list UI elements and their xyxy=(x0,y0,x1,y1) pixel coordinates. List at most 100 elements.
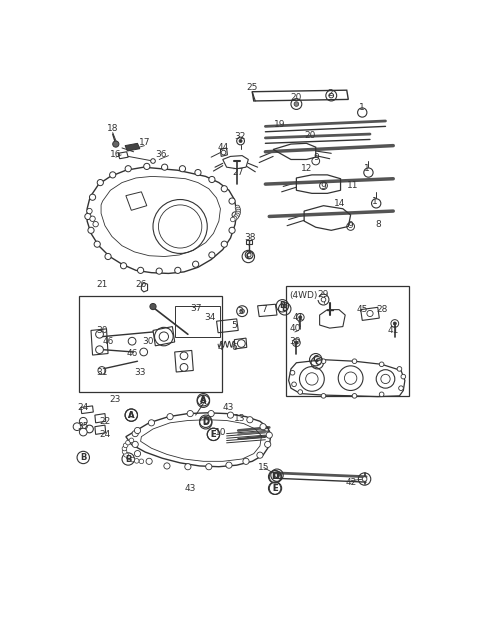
Text: 27: 27 xyxy=(233,168,244,177)
Text: 24: 24 xyxy=(99,430,110,439)
Text: 13: 13 xyxy=(234,415,246,424)
Circle shape xyxy=(321,297,326,302)
Circle shape xyxy=(298,390,302,394)
Circle shape xyxy=(134,427,141,434)
Text: 1: 1 xyxy=(372,197,378,205)
Circle shape xyxy=(109,172,116,178)
Circle shape xyxy=(156,268,162,274)
Circle shape xyxy=(243,459,249,464)
Circle shape xyxy=(180,352,188,360)
Text: 35: 35 xyxy=(77,422,89,431)
Text: D: D xyxy=(272,472,279,481)
Circle shape xyxy=(137,267,144,273)
Text: 45: 45 xyxy=(357,305,368,314)
Circle shape xyxy=(113,141,119,147)
Circle shape xyxy=(144,163,150,169)
Circle shape xyxy=(195,169,201,176)
Circle shape xyxy=(329,93,334,98)
Text: 30: 30 xyxy=(96,326,108,335)
Circle shape xyxy=(126,440,131,445)
Bar xyxy=(286,286,409,396)
Circle shape xyxy=(79,428,87,436)
Text: C: C xyxy=(314,358,320,367)
Text: 36: 36 xyxy=(156,149,167,158)
Text: 7: 7 xyxy=(261,305,267,314)
Circle shape xyxy=(128,337,136,345)
Text: 4: 4 xyxy=(217,343,223,352)
Circle shape xyxy=(98,366,106,375)
Text: 26: 26 xyxy=(136,280,147,289)
Circle shape xyxy=(162,164,168,170)
Circle shape xyxy=(352,359,357,364)
Circle shape xyxy=(175,267,181,273)
Text: C: C xyxy=(312,355,319,364)
Circle shape xyxy=(299,316,302,319)
Text: 41: 41 xyxy=(387,326,399,335)
Circle shape xyxy=(87,209,92,214)
Circle shape xyxy=(132,431,138,437)
Circle shape xyxy=(290,370,295,375)
Text: (4WD): (4WD) xyxy=(289,291,318,300)
Text: 42: 42 xyxy=(346,478,357,487)
Text: 9: 9 xyxy=(321,182,326,191)
Circle shape xyxy=(236,207,240,212)
Circle shape xyxy=(89,194,96,200)
Text: 9: 9 xyxy=(348,221,353,230)
Text: 38: 38 xyxy=(244,233,256,242)
Circle shape xyxy=(185,464,191,470)
Text: 29: 29 xyxy=(318,290,329,299)
Text: B: B xyxy=(125,455,132,464)
Text: E: E xyxy=(272,484,277,493)
Circle shape xyxy=(221,186,228,192)
Circle shape xyxy=(79,417,87,425)
Circle shape xyxy=(140,348,147,356)
Circle shape xyxy=(257,452,263,459)
Text: 2: 2 xyxy=(327,89,333,98)
Circle shape xyxy=(139,459,144,464)
Text: 1: 1 xyxy=(364,164,370,173)
Text: D: D xyxy=(202,417,209,425)
Circle shape xyxy=(229,227,235,233)
Text: 11: 11 xyxy=(347,181,359,190)
Circle shape xyxy=(232,212,238,218)
Circle shape xyxy=(362,477,367,481)
Text: C: C xyxy=(245,252,252,261)
Text: 19: 19 xyxy=(274,120,285,128)
Text: 3: 3 xyxy=(238,307,243,315)
Text: 22: 22 xyxy=(99,417,110,425)
Text: 41: 41 xyxy=(293,313,304,322)
Text: E: E xyxy=(211,430,216,439)
Text: 9: 9 xyxy=(313,153,319,162)
Text: 10: 10 xyxy=(216,427,227,436)
Text: 34: 34 xyxy=(204,313,216,322)
Circle shape xyxy=(167,413,173,420)
Text: 1: 1 xyxy=(359,102,364,112)
Circle shape xyxy=(129,438,134,443)
Circle shape xyxy=(130,457,135,462)
Circle shape xyxy=(294,102,299,106)
Circle shape xyxy=(187,410,193,417)
Circle shape xyxy=(209,176,215,183)
Text: 46: 46 xyxy=(102,338,114,347)
Text: 40: 40 xyxy=(289,324,300,333)
Circle shape xyxy=(94,241,100,247)
Circle shape xyxy=(134,450,141,457)
Circle shape xyxy=(221,150,226,155)
Circle shape xyxy=(238,340,245,347)
Circle shape xyxy=(192,261,199,267)
Text: 28: 28 xyxy=(376,305,387,314)
Circle shape xyxy=(73,423,81,431)
Circle shape xyxy=(228,412,234,418)
Text: D: D xyxy=(202,418,209,427)
Circle shape xyxy=(393,322,396,325)
Circle shape xyxy=(235,213,240,218)
Circle shape xyxy=(236,211,240,216)
Circle shape xyxy=(132,441,138,448)
Text: A: A xyxy=(200,395,206,404)
Circle shape xyxy=(275,473,279,478)
Text: 20: 20 xyxy=(291,93,302,102)
Circle shape xyxy=(240,309,244,314)
Circle shape xyxy=(236,209,240,214)
Circle shape xyxy=(206,464,212,470)
Text: 30: 30 xyxy=(142,338,153,347)
